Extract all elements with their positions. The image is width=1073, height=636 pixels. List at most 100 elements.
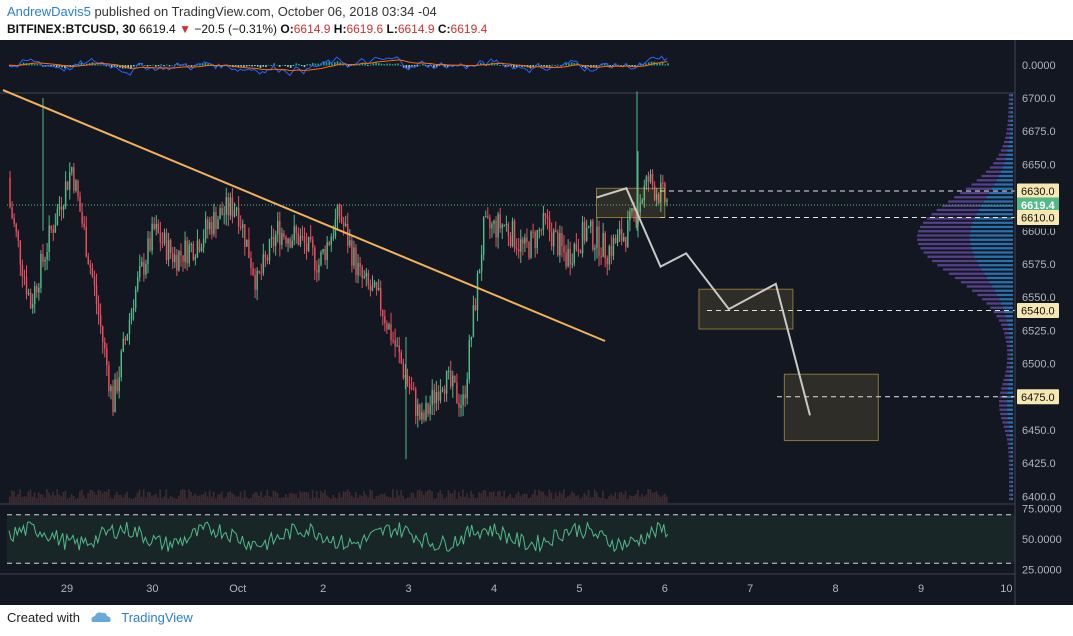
volume-bar: [284, 494, 287, 503]
candle: [274, 234, 277, 246]
macd-histogram-bar: [287, 65, 289, 68]
candle: [421, 412, 423, 420]
volume-bar: [544, 494, 547, 503]
macd-histogram-bar: [267, 64, 270, 66]
candle: [192, 243, 195, 260]
candle: [542, 213, 545, 230]
macd-histogram-bar: [548, 65, 551, 67]
price-axis[interactable]: 6700.06675.06650.06625.06600.06575.06550…: [1014, 40, 1059, 605]
macd-histogram-bar: [278, 65, 281, 67]
candle: [307, 236, 310, 252]
macd-line: [8, 55, 668, 77]
candle: [285, 236, 287, 244]
volume-bar: [641, 494, 643, 503]
candle: [198, 240, 201, 251]
volume-bar: [560, 493, 563, 503]
rsi-pane: 75.0000 50.0000 25.0000: [0, 503, 1062, 576]
candle: [252, 267, 254, 276]
macd-histogram-bar: [435, 65, 438, 68]
volume-bar: [556, 496, 559, 503]
time-axis[interactable]: 29 30 Oct 2 3 4 5 6 7 8 9 10: [0, 573, 1015, 595]
candle: [614, 238, 617, 244]
candle: [357, 262, 359, 276]
candle: [363, 276, 365, 278]
x-tick-label: 10: [1000, 583, 1012, 595]
volume-profile-bar: [1006, 408, 1013, 411]
volume-bar: [62, 492, 65, 503]
macd-histogram-bar: [446, 65, 449, 68]
volume-bar: [254, 492, 256, 503]
volume-profile-bar: [1005, 136, 1010, 139]
candle: [153, 223, 155, 230]
author-link[interactable]: AndrewDavis5: [7, 4, 91, 19]
candle: [29, 292, 32, 309]
volume-bar: [577, 495, 580, 503]
volume-bar: [480, 493, 483, 503]
chart-area[interactable]: 0.0000 75.0000 50.0000 25.0000 29 30 Oct 2 3 4 5…: [0, 40, 1073, 606]
volume-profile-bar: [970, 242, 1013, 246]
volume-bar: [659, 496, 662, 503]
tradingview-link[interactable]: TradingView: [121, 610, 193, 625]
macd-histogram-bar: [188, 65, 190, 66]
macd-histogram-bar: [240, 65, 242, 67]
candle: [79, 196, 81, 212]
candle: [493, 220, 495, 225]
volume-profile-bar: [1010, 438, 1013, 441]
volume-bar: [289, 493, 291, 503]
volume-bar: [134, 496, 137, 503]
macd-histogram-bar: [149, 65, 152, 66]
volume-bar: [44, 497, 46, 503]
macd-histogram-bar: [375, 62, 377, 66]
candle: [104, 342, 106, 349]
price-pane[interactable]: [0, 89, 1015, 503]
volume-bar: [262, 497, 264, 503]
volume-bar: [624, 491, 627, 503]
macd-histogram-bar: [452, 65, 455, 67]
volume-profile-bar: [989, 166, 1003, 169]
volume-profile-bar: [971, 247, 1013, 250]
volume-profile-bar: [1010, 128, 1013, 131]
volume-bar: [9, 496, 11, 503]
volume-bar: [472, 494, 475, 503]
candle: [182, 255, 184, 262]
volume-bar: [501, 496, 503, 503]
candle: [425, 402, 427, 420]
candle: [62, 206, 65, 210]
volume-bar: [630, 495, 633, 503]
macd-histogram-bar: [603, 63, 606, 66]
volume-bar: [375, 496, 378, 503]
volume-profile-bar: [918, 242, 971, 246]
volume-profile-bar: [1006, 344, 1011, 348]
candle: [229, 197, 232, 216]
candle: [482, 217, 485, 255]
candle: [639, 202, 641, 213]
candle: [81, 211, 83, 224]
macd-histogram-bar: [380, 63, 383, 66]
volume-bar: [511, 497, 514, 503]
volume-profile-bar: [1008, 455, 1012, 458]
volume-profile-bar: [1004, 310, 1013, 314]
y-tick-label: 6500.0: [1022, 359, 1056, 371]
candle: [328, 242, 330, 245]
candle: [414, 389, 417, 416]
volume-profile-bar: [999, 298, 1013, 301]
candle: [412, 389, 415, 391]
macd-histogram-bar: [581, 65, 584, 67]
volume-profile-bar: [1008, 485, 1012, 488]
volume-profile-bar: [1008, 446, 1011, 450]
candle: [93, 276, 96, 286]
macd-histogram-bar: [328, 61, 331, 66]
macd-histogram-bar: [336, 61, 339, 66]
macd-histogram-bar: [77, 64, 80, 66]
candle: [563, 246, 565, 253]
publish-info: AndrewDavis5 published on TradingView.co…: [7, 4, 437, 19]
candle: [221, 208, 223, 216]
volume-bar: [612, 495, 615, 503]
candle: [649, 173, 652, 182]
macd-histogram-bar: [504, 65, 507, 68]
macd-histogram-bar: [289, 65, 292, 68]
volume-bar: [48, 492, 50, 503]
volume-bar: [54, 495, 56, 503]
candle: [485, 216, 487, 218]
candle: [507, 224, 510, 237]
